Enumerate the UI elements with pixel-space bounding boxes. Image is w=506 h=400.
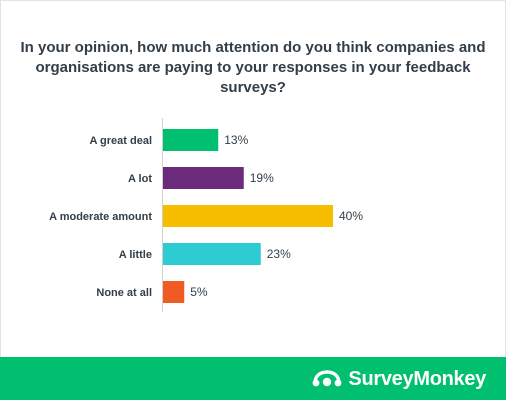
chart-title: In your opinion, how much attention do y… [20,39,486,96]
footer-bar: SurveyMonkey [0,357,506,400]
bar[interactable] [163,205,333,227]
surveymonkey-logo-icon [313,370,342,387]
bar[interactable] [163,167,244,189]
category-label: A great deal [89,135,152,147]
category-label: A little [119,249,152,261]
bar-chart: A great deal 13% A lot 19% A moderate amount… [49,118,363,312]
data-label: 40% [339,209,363,223]
category-label: None at all [96,287,152,299]
bar[interactable] [163,129,219,151]
data-label: 23% [267,247,291,261]
bar[interactable] [163,243,261,265]
brand-name: SurveyMonkey [348,367,486,390]
data-label: 5% [190,285,208,299]
bar[interactable] [163,281,185,303]
category-label: A lot [128,173,152,185]
bars-group: A great deal 13% A lot 19% A moderate amount… [49,129,363,303]
brand-logo[interactable]: SurveyMonkey [312,366,486,392]
category-label: A moderate amount [49,211,152,223]
data-label: 19% [250,171,274,185]
data-label: 13% [224,133,248,147]
